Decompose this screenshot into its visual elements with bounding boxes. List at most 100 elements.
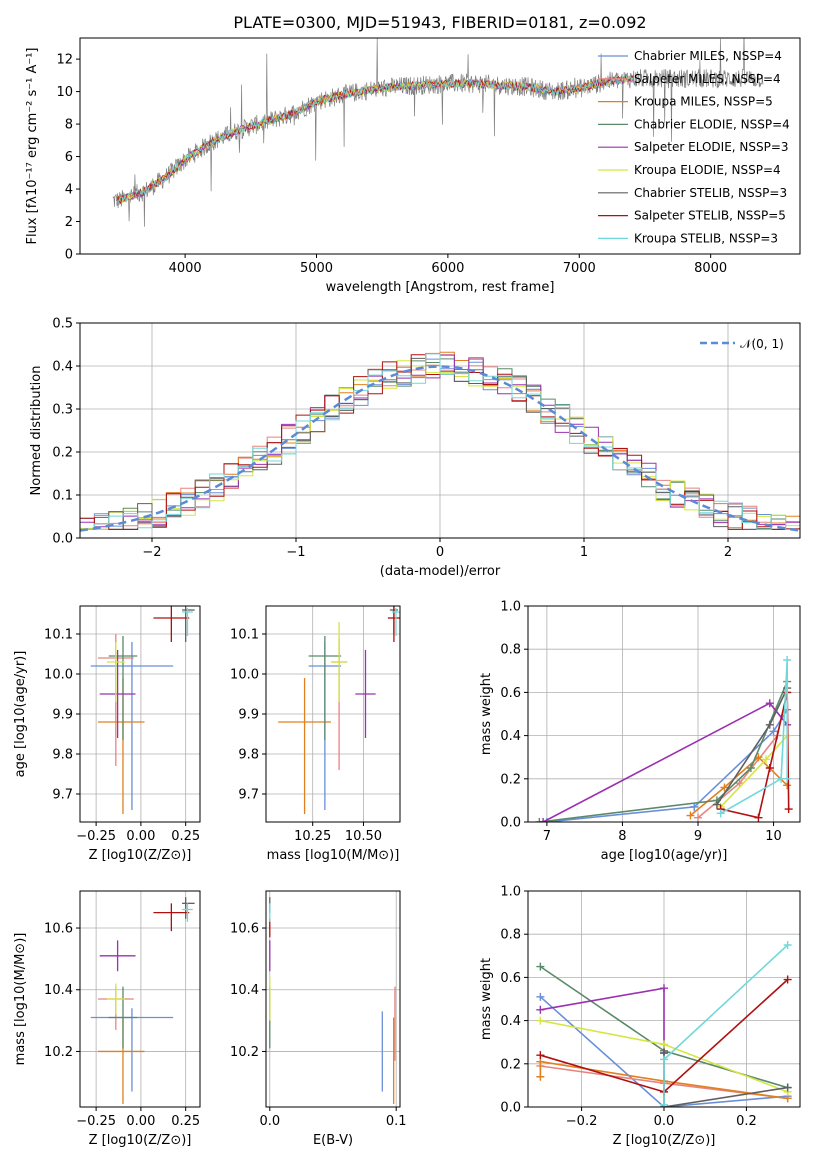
legend: 𝒩(0, 1): [700, 337, 784, 351]
panel-mass_vs_ebv: 0.0 0.1 10.2 10.4 10.6 E(B-V): [230, 890, 407, 1148]
weight-marker: [783, 975, 792, 984]
y-tick-label: 0.3: [52, 403, 73, 418]
weight-line-8: [720, 659, 789, 815]
weight-marker: [660, 1055, 668, 1064]
weight-marker: [784, 805, 793, 814]
panel-mass_vs_Z: −0.25 0.00 0.25 10.2 10.4 10.6 Z [log10(Z/Z⊙)]…: [13, 890, 201, 1148]
x-tick-label: 7: [543, 829, 551, 844]
x-tick-label: −0.25: [76, 1114, 116, 1129]
legend-label: Salpeter STELIB, NSSP=5: [634, 209, 786, 223]
x-axis-label: Z [log10(Z/Z⊙)]: [89, 848, 192, 863]
x-tick-label: 0.0: [259, 1114, 280, 1129]
legend-label: Kroupa ELODIE, NSSP=4: [634, 163, 781, 177]
x-tick-label: 0: [436, 545, 444, 560]
weight-marker: [783, 656, 792, 664]
weight-marker: [536, 1051, 545, 1060]
weight-line-3: [539, 681, 788, 822]
weight-marker: [769, 727, 778, 736]
weight-line-6: [663, 1053, 788, 1107]
weight-marker: [536, 1005, 545, 1014]
weight-line-8: [663, 944, 789, 1105]
panel-weight_vs_Z: −0.2 0.0 0.2 0.0 0.2 0.4 0.6 0.8 1.0 Z [log10(Z/Z…: [479, 885, 801, 1148]
histogram-8: [80, 353, 800, 530]
figure-title: PLATE=0300, MJD=51943, FIBERID=0181, z=0…: [233, 13, 646, 32]
plot-frame: [79, 322, 801, 539]
legend-label: Kroupa MILES, NSSP=5: [634, 95, 773, 109]
y-axis-label: Flux [fλ10⁻¹⁷ erg cm⁻² s⁻¹ A⁻¹]: [25, 48, 40, 245]
panel-age_vs_mass: 10.25 10.50 9.7 9.8 9.9 10.0 10.1 mass [log10(M…: [230, 605, 401, 863]
errorbar-point: [97, 1017, 145, 1104]
x-tick-label: 0.0: [654, 1114, 675, 1129]
plot-area: [536, 941, 792, 1107]
y-tick-label: 0.2: [500, 1057, 521, 1072]
y-tick-label: 9.8: [52, 748, 73, 763]
legend-label: Chabrier MILES, NSSP=4: [634, 49, 782, 63]
x-axis-label: Z [log10(Z/Z⊙)]: [613, 1133, 716, 1148]
y-tick-label: 10.0: [44, 668, 73, 683]
y-tick-label: 0.0: [52, 532, 73, 547]
y-tick-label: 0.6: [500, 971, 521, 986]
legend-label: Chabrier ELODIE, NSSP=4: [634, 117, 790, 131]
legend-label: 𝒩(0, 1): [740, 337, 784, 351]
y-tick-label: 0.0: [500, 816, 521, 831]
errorbar-point: [182, 903, 193, 922]
y-tick-label: 1.0: [500, 600, 521, 615]
x-tick-label: 8000: [694, 261, 727, 276]
normal-curve: [80, 365, 800, 532]
y-tick-label: 0.4: [52, 360, 73, 375]
y-tick-label: 10.0: [230, 668, 259, 683]
x-tick-label: 6000: [431, 261, 464, 276]
errorbar-point: [106, 983, 125, 1015]
weight-marker: [783, 1083, 792, 1092]
x-tick-label: 10: [765, 829, 782, 844]
y-tick-label: 4: [65, 183, 73, 198]
y-tick-label: 0.8: [500, 643, 521, 658]
y-tick-label: 6: [65, 150, 73, 165]
weight-marker: [686, 811, 695, 820]
y-tick-label: 0.0: [500, 1101, 521, 1116]
weight-marker: [660, 1100, 668, 1107]
y-tick-label: 0.4: [500, 1014, 521, 1029]
plot-area: [535, 656, 793, 822]
x-tick-label: −2: [142, 545, 161, 560]
model-spectrum-4: [116, 75, 634, 205]
errorbar-point: [153, 903, 190, 932]
weight-marker: [783, 941, 792, 949]
y-tick-label: 12: [56, 53, 73, 68]
errorbar-point: [308, 636, 342, 740]
weight-marker: [535, 818, 544, 822]
plot-frame: [527, 890, 801, 1108]
errorbar-point: [106, 642, 125, 702]
weight-marker: [754, 813, 763, 822]
y-axis-label: Normed distribution: [29, 366, 44, 496]
weight-marker: [762, 755, 770, 764]
x-tick-label: 0.25: [171, 829, 200, 844]
weight-marker: [720, 783, 729, 792]
x-axis-label: wavelength [Angstrom, rest frame]: [326, 280, 555, 295]
y-tick-label: 1.0: [500, 885, 521, 900]
y-tick-label: 9.9: [238, 708, 259, 723]
weight-marker: [746, 764, 755, 772]
errorbar-point: [355, 650, 376, 738]
legend-label: Salpeter MILES, NSSP=4: [634, 72, 781, 86]
plot-frame: [265, 890, 401, 1108]
y-axis-label: age [log10(age/yr)]: [13, 651, 28, 778]
x-tick-label: −1: [286, 545, 305, 560]
weight-line-0: [539, 996, 788, 1107]
errorbar-point: [182, 608, 193, 636]
weight-marker: [660, 1040, 668, 1049]
errorbar-point: [391, 608, 400, 636]
plot-frame: [79, 605, 201, 823]
y-tick-label: 9.9: [52, 708, 73, 723]
legend-label: Chabrier STELIB, NSSP=3: [634, 186, 787, 200]
plot-area: [90, 606, 195, 814]
y-tick-label: 10.1: [44, 628, 73, 643]
plot-area: [278, 606, 400, 814]
weight-marker: [536, 1016, 545, 1025]
x-tick-label: 0.2: [736, 1114, 757, 1129]
errorbar-point: [99, 650, 136, 738]
weight-marker: [716, 809, 725, 818]
weight-line-4: [542, 702, 788, 822]
y-tick-label: 9.8: [238, 748, 259, 763]
